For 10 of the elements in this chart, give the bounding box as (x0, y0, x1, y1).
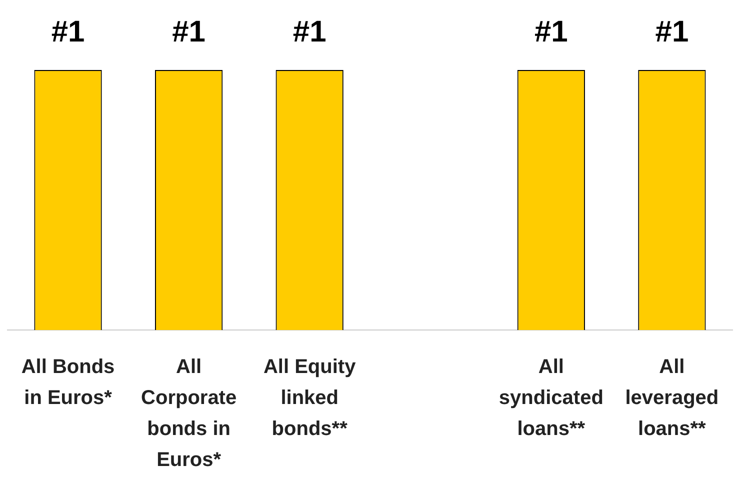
x-tick-label: All syndicated loans** (498, 356, 604, 440)
x-tick-label: All Corporate bonds in Euros* (141, 356, 237, 472)
data-label: #1 (534, 15, 568, 48)
x-tick-label: All leveraged loans** (625, 356, 719, 440)
data-label: #1 (172, 15, 206, 48)
data-label: #1 (292, 15, 326, 48)
x-tick-label: All Bonds in Euros* (21, 356, 115, 410)
data-label: #1 (51, 15, 85, 48)
x-tick-label: All Equity linked bonds** (263, 356, 357, 440)
data-label: #1 (655, 15, 689, 48)
